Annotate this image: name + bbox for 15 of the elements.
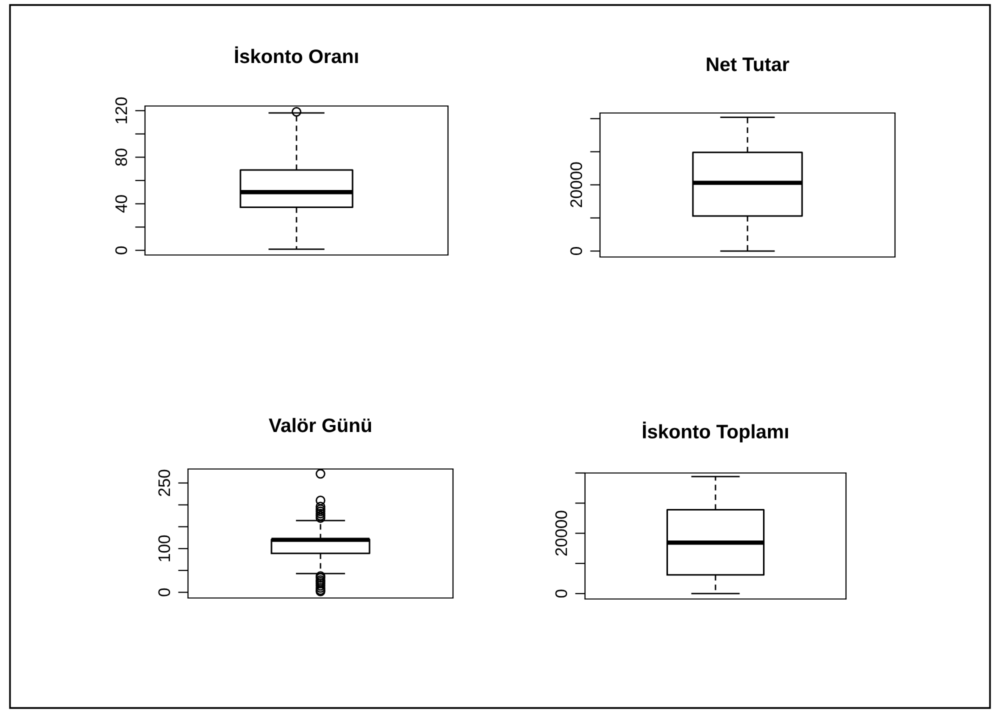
chart-title: İskonto Toplamı: [642, 422, 788, 442]
y-tick-label: 40: [115, 195, 128, 213]
y-tick-label: 20000: [570, 162, 582, 208]
y-tick-label: 120: [115, 97, 128, 124]
y-tick-label: 80: [115, 148, 128, 166]
y-tick-label: 0: [115, 246, 128, 254]
chart-title: İskonto Oranı: [235, 46, 358, 64]
y-tick-label: 0: [570, 247, 582, 256]
chart-title: Valör Günü: [268, 418, 372, 432]
y-tick-label: 250: [158, 470, 170, 496]
y-tick-label: 20000: [555, 510, 568, 556]
y-tick-label: 0: [158, 588, 170, 596]
y-tick-label: 0: [555, 590, 568, 598]
chart-title: Net Tutar: [706, 58, 790, 72]
y-tick-label: 100: [158, 535, 170, 562]
